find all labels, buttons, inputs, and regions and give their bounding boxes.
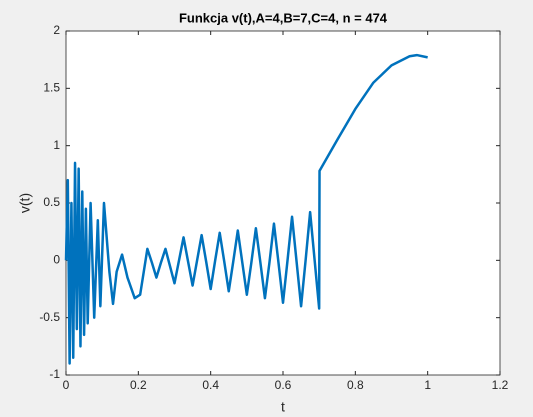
y-tick-label: 0.5 [43, 195, 60, 209]
y-axis-label: v(t) [17, 193, 33, 213]
x-tick-label: 0 [63, 378, 70, 392]
y-tick-label: 1.5 [43, 81, 60, 95]
line [64, 53, 428, 365]
y-tick-label: 0 [53, 253, 60, 267]
x-tick-label: 0.6 [275, 378, 292, 392]
x-tick-label: 0.4 [202, 378, 219, 392]
x-tick-label: 1.2 [492, 378, 509, 392]
y-tick-label: -0.5 [39, 310, 60, 324]
x-tick-label: 1 [424, 378, 431, 392]
plot-area [65, 30, 501, 376]
x-axis-label: t [281, 399, 285, 415]
x-tick-label: 0.2 [130, 378, 147, 392]
y-tick-label: 1 [53, 138, 60, 152]
x-tick-label: 0.8 [347, 378, 364, 392]
y-tick-label: -1 [49, 367, 60, 381]
chart-title: Funkcja v(t),A=4,B=7,C=4, n = 474 [179, 10, 388, 25]
y-tick-label: 2 [53, 23, 60, 37]
